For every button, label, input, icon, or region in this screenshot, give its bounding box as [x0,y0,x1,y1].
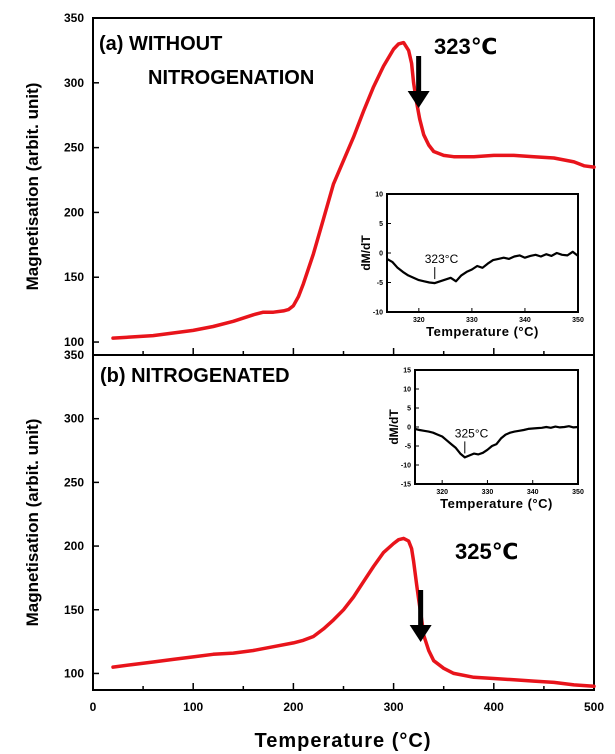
inset-x-tick-label: 350 [572,489,584,496]
x-tick-label: 400 [484,700,504,714]
y-tick-label: 200 [64,205,84,219]
y-tick-label: 300 [64,412,84,426]
inset-chart: 15 10 5 0 -5 -10 -15 320 330 340 350 325°C dM/dT Temp… [387,368,584,512]
y-tick-label: 350 [64,11,84,25]
derivative-curve [386,250,579,285]
x-axis-label: Temperature (°C) [255,730,432,752]
inset-x-tick-label: 330 [466,317,478,324]
y-tick-label: 150 [64,270,84,284]
inset-y-tick-label: 10 [375,192,383,199]
y-tick-label: 150 [64,603,84,617]
inset-x-tick-label: 350 [572,317,584,324]
inset-y-tick-label: -10 [373,310,383,317]
arrow-head [409,625,432,642]
y-tick-label: 250 [64,475,84,489]
inset-x-axis-label: Temperature (°C) [440,496,553,511]
inset-x-tick-label: 320 [436,489,448,496]
x-tick-label: 500 [584,700,604,714]
inset-y-axis-label: dM/dT [359,235,373,271]
arrow-head [407,91,430,108]
y-tick-label: 100 [64,666,84,680]
inset-x-tick-label: 330 [482,489,494,496]
transition-annotation: 323℃ [434,34,497,59]
inset-chart: 10 5 0 -5 -10 320 330 340 350 323°C dM/dT Temperatu… [359,192,584,340]
inset-y-tick-label: 10 [403,387,411,394]
inset-y-tick-label: 5 [379,221,383,228]
y-tick-label: 200 [64,539,84,553]
inset-x-tick-label: 340 [519,317,531,324]
y-tick-label: 350 [64,348,84,362]
inset-y-axis-label: dM/dT [387,409,401,445]
inset-x-tick-label: 320 [413,317,425,324]
inset-annotation: 325°C [455,426,489,440]
magnetisation-curve [111,40,596,340]
inset-y-tick-label: 15 [403,368,411,375]
x-tick-label: 200 [283,700,303,714]
derivative-curve [414,425,579,459]
inset-y-tick-label: -5 [405,444,411,451]
y-tick-label: 100 [64,335,84,349]
magnetisation-curve [111,536,596,688]
inset-x-axis-label: Temperature (°C) [426,324,539,339]
inset-y-tick-label: -10 [401,463,411,470]
x-tick-label: 300 [384,700,404,714]
panel-label: (a) WITHOUT [99,33,222,55]
x-tick-label: 0 [90,700,97,714]
x-tick-label: 100 [183,700,203,714]
inset-annotation: 323°C [425,252,459,266]
inset-y-tick-label: 0 [407,425,411,432]
y-axis-label: Magnetisation (arbit. unit) [23,419,42,627]
panel-label: (b) NITROGENATED [100,365,290,387]
transition-annotation: 325℃ [455,539,518,564]
inset-frame [386,193,579,313]
y-tick-label: 300 [64,76,84,90]
y-axis-label: Magnetisation (arbit. unit) [23,83,42,291]
inset-y-tick-label: 0 [379,251,383,258]
inset-y-tick-label: -5 [377,280,383,287]
inset-y-tick-label: 5 [407,406,411,413]
inset-x-tick-label: 340 [527,489,539,496]
y-tick-label: 250 [64,141,84,155]
panel-label-line2: NITROGENATION [148,67,314,89]
inset-y-tick-label: -15 [401,482,411,489]
